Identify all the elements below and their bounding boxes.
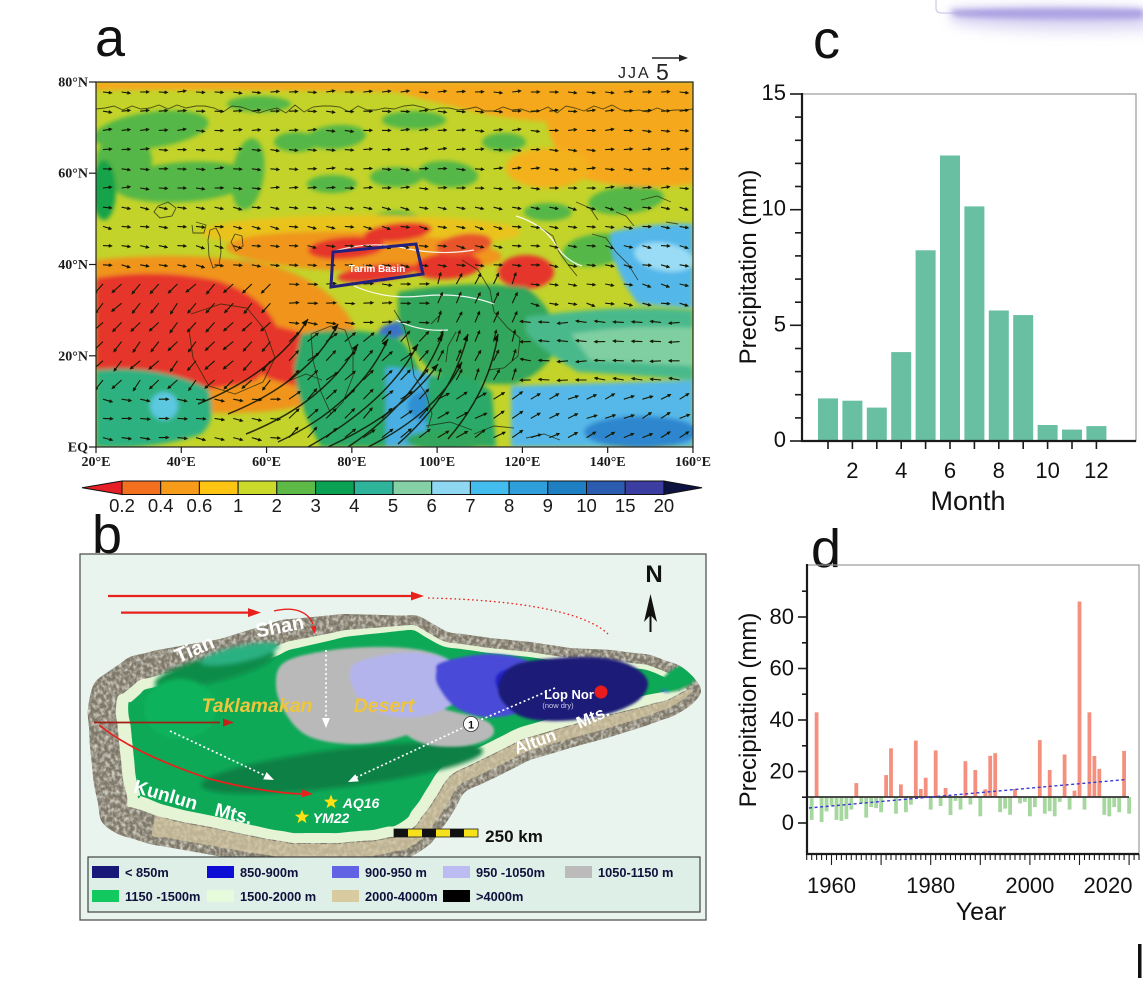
svg-text:2020: 2020: [1084, 873, 1133, 898]
svg-text:YM22: YM22: [313, 810, 350, 826]
svg-text:JJA: JJA: [618, 65, 651, 82]
svg-text:4: 4: [895, 458, 907, 483]
svg-text:15: 15: [762, 80, 786, 105]
svg-text:250 km: 250 km: [485, 827, 543, 846]
svg-text:2000: 2000: [1005, 873, 1054, 898]
svg-text:40°E: 40°E: [167, 455, 196, 470]
svg-text:20: 20: [654, 495, 675, 516]
svg-text:10: 10: [1035, 458, 1059, 483]
svg-text:0: 0: [774, 427, 786, 452]
svg-text:1050-1150 m: 1050-1150 m: [598, 865, 673, 880]
svg-text:1: 1: [233, 495, 243, 516]
svg-text:10: 10: [762, 196, 786, 221]
svg-text:60: 60: [770, 656, 794, 681]
svg-text:Month: Month: [930, 486, 1005, 516]
svg-text:Year: Year: [956, 898, 1007, 926]
svg-text:(now dry): (now dry): [542, 701, 574, 710]
svg-text:AQ16: AQ16: [342, 795, 380, 811]
svg-text:N: N: [645, 561, 662, 588]
svg-text:20°E: 20°E: [82, 455, 111, 470]
svg-text:1980: 1980: [906, 873, 955, 898]
svg-text:40°N: 40°N: [58, 258, 88, 273]
svg-text:0: 0: [782, 810, 794, 835]
svg-text:Precipitation (mm): Precipitation (mm): [735, 613, 762, 808]
svg-text:>4000m: >4000m: [476, 889, 523, 904]
svg-text:Tarim Basin: Tarim Basin: [349, 264, 406, 275]
svg-text:0.2: 0.2: [109, 495, 135, 516]
svg-text:5: 5: [774, 311, 786, 336]
svg-text:1500-2000 m: 1500-2000 m: [240, 889, 316, 904]
svg-text:1960: 1960: [807, 873, 856, 898]
svg-text:0.4: 0.4: [148, 495, 174, 516]
svg-text:10: 10: [576, 495, 597, 516]
svg-text:140°E: 140°E: [590, 455, 626, 470]
svg-text:2: 2: [846, 458, 858, 483]
svg-text:c: c: [813, 10, 840, 70]
svg-text:160°E: 160°E: [675, 455, 711, 470]
svg-text:Precipitation (mm): Precipitation (mm): [735, 170, 762, 365]
svg-text:3: 3: [310, 495, 320, 516]
svg-text:6: 6: [427, 495, 437, 516]
svg-text:950 -1050m: 950 -1050m: [476, 865, 545, 880]
svg-text:4: 4: [349, 495, 359, 516]
svg-text:Desert: Desert: [354, 695, 416, 717]
svg-text:15: 15: [615, 495, 636, 516]
svg-text:80°N: 80°N: [58, 76, 88, 91]
svg-text:5: 5: [656, 59, 669, 85]
svg-text:40: 40: [770, 707, 794, 732]
svg-text:100°E: 100°E: [419, 455, 455, 470]
svg-text:8: 8: [993, 458, 1005, 483]
svg-text:Taklamakan: Taklamakan: [202, 695, 313, 717]
svg-text:120°E: 120°E: [504, 455, 540, 470]
svg-text:1150 -1500m: 1150 -1500m: [125, 889, 200, 904]
svg-text:1: 1: [468, 720, 474, 732]
svg-text:60°E: 60°E: [252, 455, 281, 470]
svg-text:< 850m: < 850m: [125, 865, 169, 880]
svg-text:900-950 m: 900-950 m: [365, 865, 427, 880]
svg-text:2000-4000m: 2000-4000m: [365, 889, 438, 904]
svg-text:d: d: [811, 519, 841, 579]
svg-text:850-900m: 850-900m: [240, 865, 298, 880]
svg-text:Lop Nor: Lop Nor: [544, 687, 594, 702]
svg-text:80: 80: [770, 604, 794, 629]
svg-text:2: 2: [272, 495, 282, 516]
svg-text:5: 5: [388, 495, 398, 516]
svg-text:9: 9: [543, 495, 553, 516]
svg-text:6: 6: [944, 458, 956, 483]
svg-text:80°E: 80°E: [337, 455, 366, 470]
svg-text:a: a: [95, 8, 126, 68]
svg-text:60°N: 60°N: [58, 167, 88, 182]
svg-text:7: 7: [465, 495, 475, 516]
svg-text:0.6: 0.6: [187, 495, 213, 516]
svg-text:8: 8: [504, 495, 514, 516]
svg-text:EQ: EQ: [68, 441, 88, 456]
svg-text:20: 20: [770, 759, 794, 784]
svg-text:20°N: 20°N: [58, 349, 88, 364]
svg-text:12: 12: [1084, 458, 1108, 483]
